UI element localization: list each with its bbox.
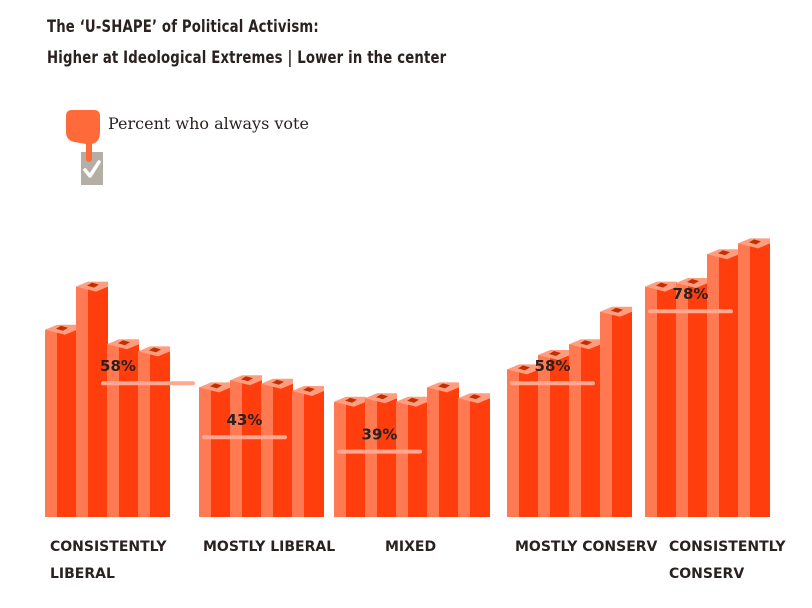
bar xyxy=(377,398,397,517)
data-label: 58% xyxy=(535,357,571,375)
bar xyxy=(346,401,366,517)
category-label: LIBERAL xyxy=(50,566,115,582)
bar-side-face xyxy=(645,286,659,517)
bar xyxy=(657,286,677,517)
bar-side-face xyxy=(292,391,306,517)
bar-side-face xyxy=(427,387,441,517)
bar xyxy=(57,329,77,517)
title-line-1: The ‘U-SHAPE’ of Political Activism: xyxy=(47,17,319,37)
chart-title: The ‘U-SHAPE’ of Political Activism: Hig… xyxy=(47,12,559,74)
ballot-slot xyxy=(656,282,668,288)
bar xyxy=(750,243,770,517)
bar-side-face xyxy=(738,243,752,517)
bar xyxy=(439,387,459,517)
bar-side-face xyxy=(45,329,59,517)
bar xyxy=(470,398,490,517)
bar xyxy=(242,380,262,517)
bar xyxy=(688,283,708,517)
bar xyxy=(119,344,139,517)
data-label: 39% xyxy=(362,426,398,444)
checkmark-icon xyxy=(83,160,101,178)
legend: Percent who always vote xyxy=(60,108,380,188)
ballot-slot xyxy=(56,325,68,331)
data-label: 58% xyxy=(100,357,136,375)
bar xyxy=(211,387,231,517)
ballot-slot xyxy=(272,379,284,385)
ballot-slot xyxy=(718,250,730,256)
data-label: 78% xyxy=(673,285,709,303)
ballot-slot xyxy=(469,394,481,400)
bar xyxy=(612,311,632,517)
legend-label: Percent who always vote xyxy=(108,114,309,133)
hand-icon xyxy=(66,110,100,162)
ballot-slot xyxy=(518,365,530,371)
bar-side-face xyxy=(199,387,213,517)
ballot-slot xyxy=(438,383,450,389)
bar-side-face xyxy=(138,351,152,517)
bar xyxy=(550,355,570,517)
bar-side-face xyxy=(458,398,472,517)
data-label: 43% xyxy=(227,411,263,429)
category-label: CONSISTENTLY xyxy=(50,539,167,555)
ballot-slot xyxy=(118,340,130,346)
ballot-slot xyxy=(87,282,99,288)
ballot-slot xyxy=(687,279,699,284)
bar xyxy=(519,369,539,517)
bar-side-face xyxy=(676,283,690,517)
category-label: CONSERV xyxy=(669,566,744,582)
bar-side-face xyxy=(334,401,348,517)
bar xyxy=(150,351,170,517)
ballot-slot xyxy=(580,340,592,346)
category-label: MOSTLY CONSERV xyxy=(515,539,658,555)
title-line-2: Higher at Ideological Extremes | Lower i… xyxy=(47,48,447,68)
bar xyxy=(408,401,428,517)
ballot-slot xyxy=(241,376,253,382)
ballot-slot xyxy=(303,387,315,392)
ballot-slot xyxy=(345,397,357,403)
bar xyxy=(304,391,324,517)
ballot-slot xyxy=(149,347,161,353)
ballot-slot xyxy=(749,239,761,245)
bar xyxy=(273,383,293,517)
ballot-slot xyxy=(210,383,222,389)
bar-side-face xyxy=(107,344,121,517)
bar xyxy=(719,254,739,517)
bar xyxy=(88,286,108,517)
bar-side-face xyxy=(507,369,521,517)
bar-side-face xyxy=(230,380,244,517)
ballot-slot xyxy=(376,394,388,400)
ballot-slot xyxy=(407,397,419,403)
bar-side-face xyxy=(365,398,379,517)
bar-side-face xyxy=(538,355,552,517)
bar-side-face xyxy=(261,383,275,517)
category-label: MOSTLY LIBERAL xyxy=(203,539,335,555)
category-label: CONSISTENTLY xyxy=(669,539,786,555)
bar-side-face xyxy=(396,401,410,517)
ballot-slot xyxy=(549,351,561,356)
ballot-slot xyxy=(611,307,623,313)
hand-ballot-checkmark-icon xyxy=(66,110,103,185)
bar-side-face xyxy=(76,286,90,517)
bar xyxy=(581,344,601,517)
bar-side-face xyxy=(600,311,614,517)
category-label: MIXED xyxy=(385,539,436,555)
bar-side-face xyxy=(707,254,721,517)
bar-side-face xyxy=(569,344,583,517)
